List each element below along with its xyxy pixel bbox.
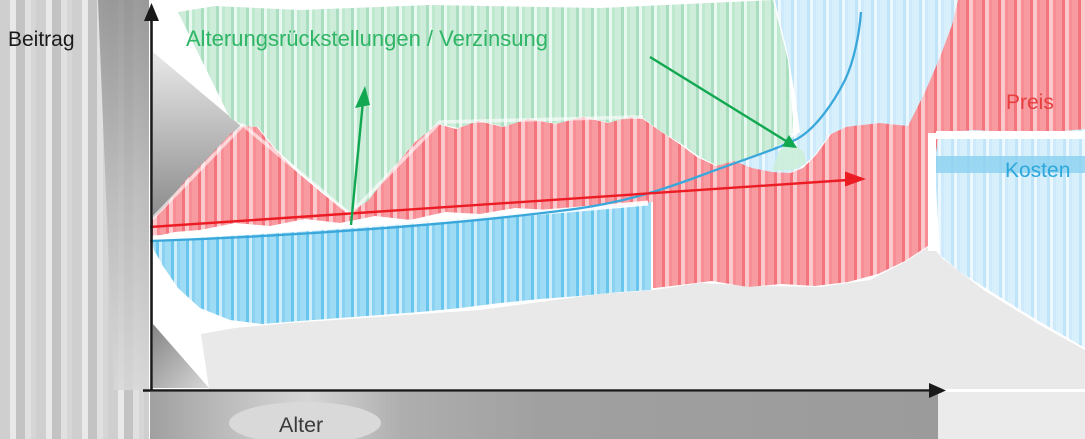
reserve-annotation-label: Alterungsrückstellungen / Verzinsung	[186, 26, 548, 51]
price-line	[149, 178, 849, 229]
legend-gap-horizontal	[936, 131, 1085, 139]
axis-shadow-wedge-top	[153, 52, 241, 234]
reserve-arrow-up	[349, 100, 365, 226]
x-axis-arrowhead	[929, 383, 946, 398]
alter-label-halo	[229, 402, 381, 439]
cost-band-left	[152, 194, 651, 324]
reserve-arrow-diagonal-head	[782, 135, 797, 148]
price-line-arrowhead	[845, 171, 866, 187]
reserve-pocket-green	[772, 142, 806, 171]
price-band-red	[152, 0, 1085, 288]
y-axis-arrowhead	[144, 3, 159, 21]
ground-gray-region	[201, 245, 1085, 389]
legend-price-label: Preis	[1006, 91, 1054, 114]
cost-curve-line	[149, 11, 863, 243]
legend-gap-vertical	[928, 133, 936, 251]
y-axis-label: Beitrag	[8, 28, 75, 51]
legend-cost-label: Kosten	[1005, 159, 1070, 182]
left-gray-shade-wedge	[98, 0, 149, 390]
reserve-arrow-diagonal	[649, 55, 787, 143]
under-axis-light-gray	[938, 392, 1085, 439]
reserve-area-green	[178, 0, 793, 213]
x-axis-label: Alter	[279, 413, 323, 437]
axis-shadow-wedge-bottom	[153, 324, 209, 388]
reserve-arrow-up-head	[355, 86, 370, 108]
kosten-legend-stripe	[936, 156, 1085, 173]
